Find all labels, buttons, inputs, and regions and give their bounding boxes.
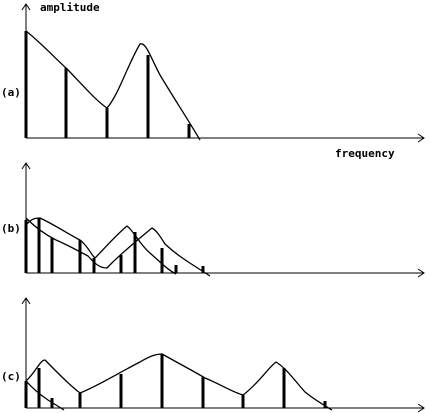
panel-a-label: (a) <box>1 86 21 99</box>
panel-b-label: (b) <box>1 222 21 235</box>
panel-a-x-arrow <box>417 133 425 143</box>
panel-c: (c) <box>1 297 425 413</box>
panel-b-envelope-2 <box>25 217 211 277</box>
frequency-axis-label: frequency <box>335 147 395 160</box>
amplitude-axis-label: amplitude <box>40 1 100 14</box>
panel-b-y-arrow <box>21 162 31 170</box>
panel-c-x-arrow <box>417 403 425 413</box>
panel-c-envelope-2 <box>25 380 65 411</box>
panel-b-x-arrow <box>417 268 425 278</box>
panel-c-y-arrow <box>21 297 31 305</box>
panel-b: (b) <box>1 162 425 278</box>
panel-a: (a) <box>1 3 425 143</box>
panel-c-label: (c) <box>1 370 21 383</box>
panel-a-y-arrow <box>21 3 31 11</box>
panel-a-envelope <box>25 30 201 141</box>
panel-b-envelope-1 <box>25 217 177 275</box>
panel-c-envelope-1 <box>25 353 333 411</box>
